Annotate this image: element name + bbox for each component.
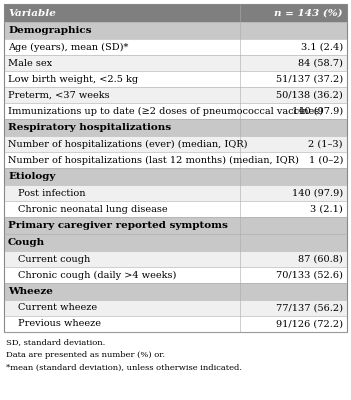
Bar — [240, 168, 347, 185]
Text: 51/137 (37.2): 51/137 (37.2) — [276, 74, 343, 84]
Bar — [240, 234, 347, 251]
Bar — [240, 152, 347, 168]
Text: Current cough: Current cough — [18, 254, 90, 264]
Bar — [240, 185, 347, 201]
Bar — [4, 217, 240, 234]
Bar — [4, 87, 240, 103]
Bar — [240, 283, 347, 300]
Text: SD, standard deviation.: SD, standard deviation. — [6, 338, 105, 346]
Bar — [240, 267, 347, 283]
Bar — [4, 39, 240, 55]
Bar — [240, 300, 347, 316]
Bar — [4, 103, 240, 119]
Text: Low birth weight, <2.5 kg: Low birth weight, <2.5 kg — [8, 74, 138, 84]
Text: Primary caregiver reported symptoms: Primary caregiver reported symptoms — [8, 221, 228, 230]
Text: Etiology: Etiology — [8, 172, 55, 181]
Text: 84 (58.7): 84 (58.7) — [298, 58, 343, 68]
Text: Chronic neonatal lung disease: Chronic neonatal lung disease — [18, 204, 168, 214]
Bar — [240, 87, 347, 103]
Bar — [240, 39, 347, 55]
Bar — [4, 136, 240, 152]
Bar — [240, 22, 347, 39]
Bar — [4, 251, 240, 267]
Text: Previous wheeze: Previous wheeze — [18, 320, 101, 328]
Bar — [4, 119, 240, 136]
Bar — [240, 217, 347, 234]
Text: n = 143 (%): n = 143 (%) — [274, 8, 343, 18]
Bar — [240, 4, 347, 22]
Text: 3.1 (2.4): 3.1 (2.4) — [301, 42, 343, 52]
Text: Demographics: Demographics — [8, 26, 92, 35]
Bar — [240, 251, 347, 267]
Bar — [4, 316, 240, 332]
Text: 140 (97.9): 140 (97.9) — [292, 188, 343, 198]
Text: 70/133 (52.6): 70/133 (52.6) — [276, 270, 343, 280]
Bar — [240, 55, 347, 71]
Text: Number of hospitalizations (ever) (median, IQR): Number of hospitalizations (ever) (media… — [8, 140, 247, 148]
Bar — [4, 55, 240, 71]
Bar — [4, 168, 240, 185]
Bar — [240, 71, 347, 87]
Text: Wheeze: Wheeze — [8, 287, 53, 296]
Bar — [4, 4, 240, 22]
Bar — [4, 283, 240, 300]
Text: 87 (60.8): 87 (60.8) — [298, 254, 343, 264]
Text: Variable: Variable — [8, 8, 56, 18]
Bar — [4, 152, 240, 168]
Text: Respiratory hospitalizations: Respiratory hospitalizations — [8, 123, 171, 132]
Text: Preterm, <37 weeks: Preterm, <37 weeks — [8, 90, 110, 100]
Text: Number of hospitalizations (last 12 months) (median, IQR): Number of hospitalizations (last 12 mont… — [8, 156, 299, 164]
Text: Male sex: Male sex — [8, 58, 52, 68]
Bar — [4, 185, 240, 201]
Bar — [240, 316, 347, 332]
Bar — [240, 136, 347, 152]
Text: 140 (97.9): 140 (97.9) — [292, 106, 343, 116]
Text: 2 (1–3): 2 (1–3) — [309, 140, 343, 148]
Text: Chronic cough (daily >4 weeks): Chronic cough (daily >4 weeks) — [18, 270, 176, 280]
Text: Post infection: Post infection — [18, 188, 86, 198]
Text: 50/138 (36.2): 50/138 (36.2) — [276, 90, 343, 100]
Text: Current wheeze: Current wheeze — [18, 304, 97, 312]
Text: 3 (2.1): 3 (2.1) — [310, 204, 343, 214]
Bar — [4, 4, 347, 332]
Text: Immunizations up to date (≥2 doses of pneumococcal vaccines): Immunizations up to date (≥2 doses of pn… — [8, 106, 323, 116]
Bar — [4, 267, 240, 283]
Text: 77/137 (56.2): 77/137 (56.2) — [276, 304, 343, 312]
Bar — [4, 300, 240, 316]
Bar — [4, 234, 240, 251]
Text: 1 (0–2): 1 (0–2) — [309, 156, 343, 164]
Bar — [240, 201, 347, 217]
Text: Data are presented as number (%) or.: Data are presented as number (%) or. — [6, 351, 165, 359]
Text: Cough: Cough — [8, 238, 45, 247]
Bar — [4, 71, 240, 87]
Text: *mean (standard deviation), unless otherwise indicated.: *mean (standard deviation), unless other… — [6, 364, 242, 372]
Bar — [240, 103, 347, 119]
Text: 91/126 (72.2): 91/126 (72.2) — [276, 320, 343, 328]
Bar — [4, 201, 240, 217]
Bar — [240, 119, 347, 136]
Bar — [4, 22, 240, 39]
Text: Age (years), mean (SD)*: Age (years), mean (SD)* — [8, 42, 128, 52]
